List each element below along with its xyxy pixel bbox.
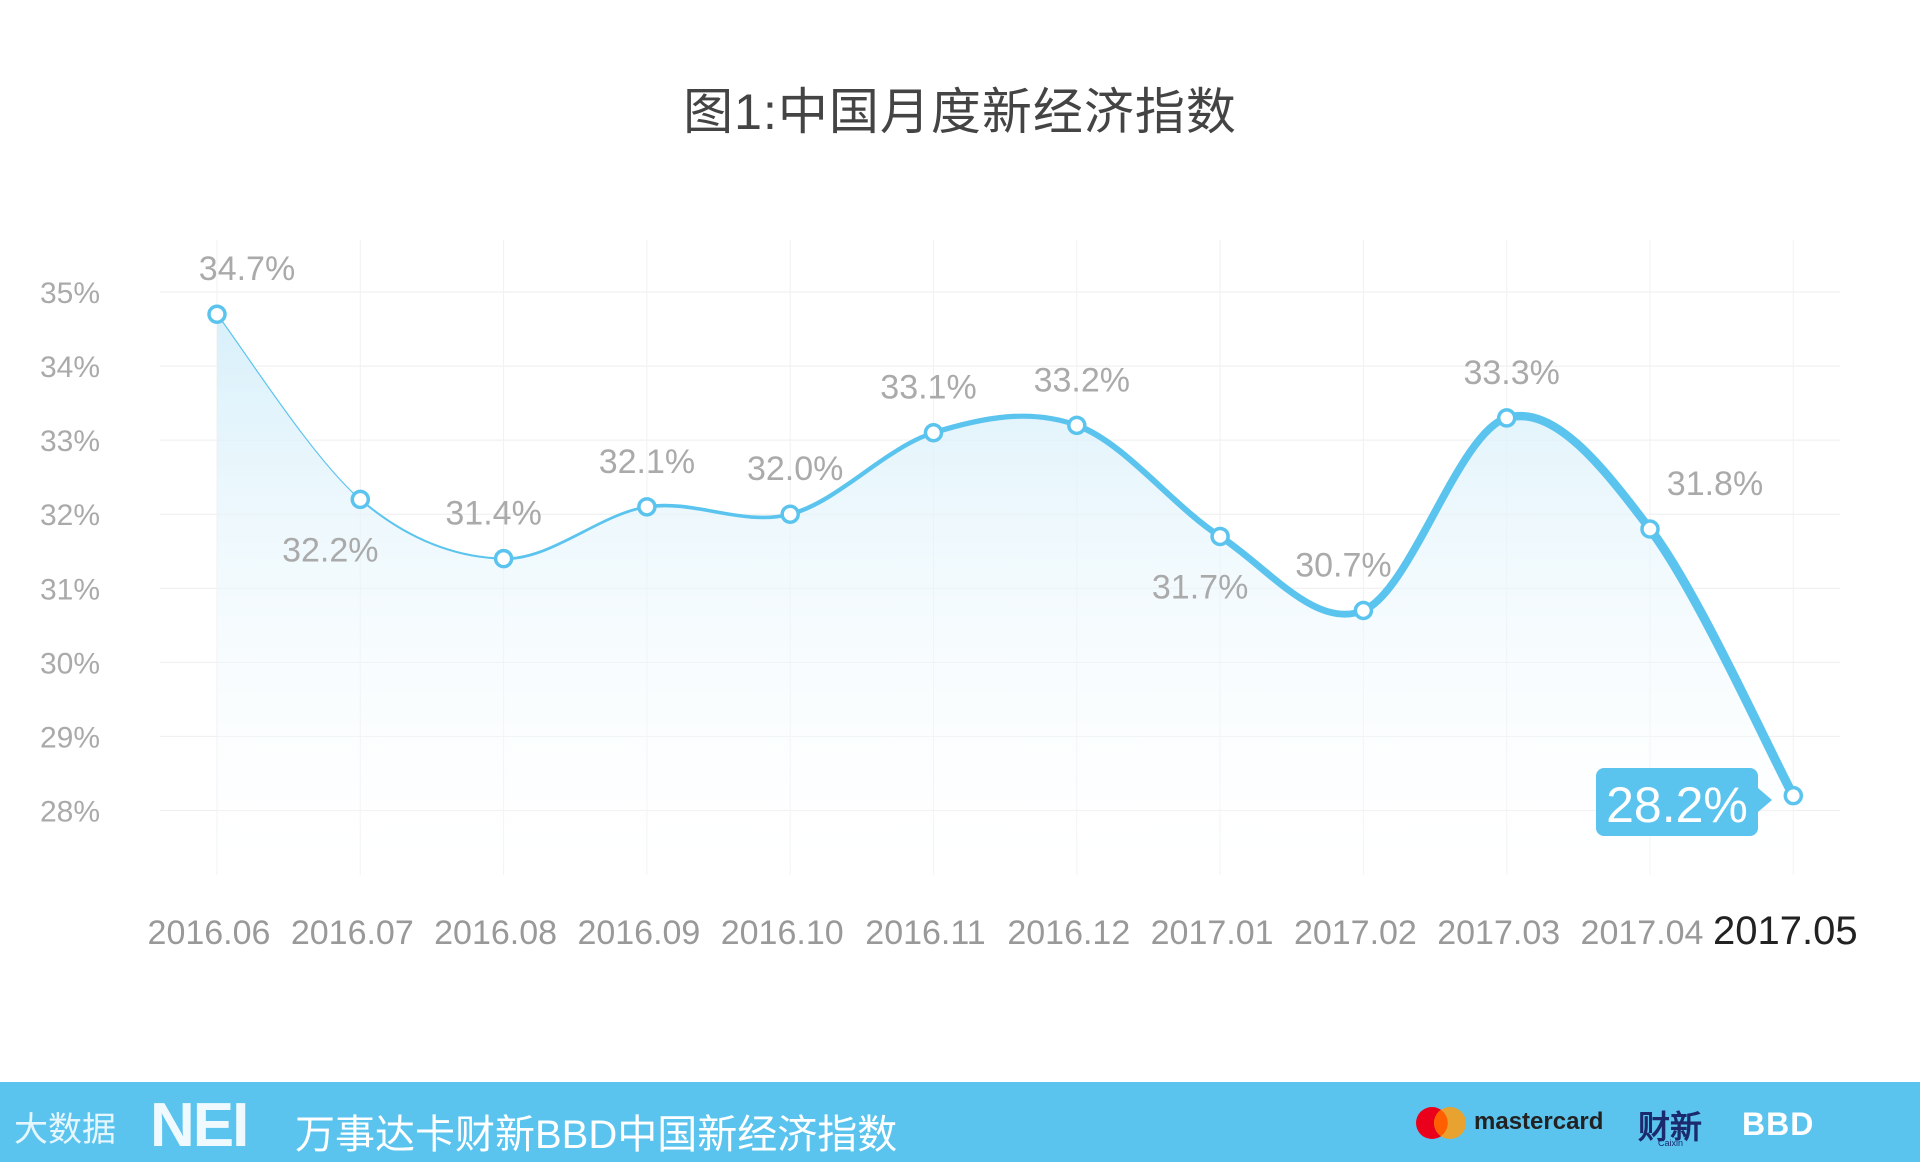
x-tick-label: 2017.05 xyxy=(1713,909,1858,953)
data-point xyxy=(1496,408,1517,428)
data-label-highlight: 28.2% xyxy=(1606,777,1748,833)
data-point xyxy=(350,489,371,510)
series-line-segment xyxy=(359,498,505,560)
x-tick-label: 2017.01 xyxy=(1151,914,1274,952)
x-tick-label: 2016.07 xyxy=(291,914,414,952)
data-label: 32.2% xyxy=(282,531,378,569)
x-tick-label: 2016.11 xyxy=(865,914,985,952)
y-tick-label: 33% xyxy=(40,425,100,458)
area-fill xyxy=(217,314,1794,876)
caixin-subtext: Caixin xyxy=(1658,1138,1684,1148)
footer-title: 万事达卡财新BBD中国新经济指数 xyxy=(295,1113,898,1157)
series-line-segment xyxy=(1502,411,1655,534)
series-line-segment xyxy=(645,503,792,520)
x-tick-label: 2016.10 xyxy=(721,914,844,952)
data-label: 34.7% xyxy=(199,250,295,288)
y-tick-label: 30% xyxy=(40,647,100,680)
data-label: 32.1% xyxy=(599,443,695,481)
y-tick-label: 35% xyxy=(40,277,100,310)
series-line-segment xyxy=(1645,524,1798,801)
data-label: 33.1% xyxy=(880,369,976,407)
series-line-segment xyxy=(930,413,1080,436)
x-tick-label: 2016.09 xyxy=(577,914,700,952)
x-tick-label: 2016.06 xyxy=(148,914,271,952)
data-label: 33.3% xyxy=(1463,354,1559,392)
x-tick-label: 2016.08 xyxy=(434,914,557,952)
data-label: 33.2% xyxy=(1034,361,1130,399)
data-point xyxy=(1067,415,1087,436)
series-line-segment xyxy=(502,505,649,561)
data-point xyxy=(780,504,800,524)
mastercard-text: mastercard xyxy=(1474,1108,1604,1135)
data-point xyxy=(1783,785,1804,806)
nei-logo: NEI xyxy=(150,1091,249,1160)
highlight-callout-box xyxy=(1596,768,1758,836)
data-label: 31.8% xyxy=(1667,465,1763,503)
data-point xyxy=(1353,600,1374,621)
bbd-logo: BBD xyxy=(1742,1106,1815,1142)
data-label: 31.7% xyxy=(1152,568,1248,606)
y-tick-label: 34% xyxy=(40,351,100,384)
series-line-segment xyxy=(1073,422,1224,540)
y-tick-label: 29% xyxy=(40,721,100,754)
series-line-segment xyxy=(1216,533,1367,618)
data-point xyxy=(1640,519,1660,539)
series-line-segment xyxy=(1359,414,1511,615)
footer-bar: 大数据 NEI 万事达卡财新BBD中国新经济指数 mastercard 财新 C… xyxy=(0,1082,1920,1162)
series-line-segment xyxy=(788,430,936,517)
x-tick-label: 2017.03 xyxy=(1437,914,1560,952)
callout-pointer xyxy=(1758,788,1772,812)
data-point xyxy=(637,497,657,517)
data-point xyxy=(1210,526,1230,547)
data-point xyxy=(923,422,944,443)
chart-title: 图1:中国月度新经济指数 xyxy=(683,84,1237,140)
y-tick-label: 28% xyxy=(40,796,100,829)
x-tick-label: 2017.02 xyxy=(1294,914,1417,952)
line-chart: 34.7% 32.2% 31.4% 32.1% 32.0% 33.1% 33.2% 31.7%… xyxy=(40,240,1858,953)
x-tick-label: 2017.04 xyxy=(1581,914,1704,952)
x-tick-label: 2016.12 xyxy=(1007,914,1130,952)
series-line-segment xyxy=(216,313,361,501)
mastercard-logo-icon xyxy=(1416,1107,1466,1139)
data-point xyxy=(207,304,227,324)
y-tick-label: 31% xyxy=(40,573,100,606)
y-tick-label: 32% xyxy=(40,499,100,532)
watermark-text: 大数据 xyxy=(14,1111,116,1149)
data-point xyxy=(493,548,514,569)
data-label: 30.7% xyxy=(1295,547,1391,585)
data-label: 31.4% xyxy=(445,495,541,533)
data-label: 32.0% xyxy=(747,450,843,488)
caixin-logo: 财新 xyxy=(1638,1109,1703,1145)
